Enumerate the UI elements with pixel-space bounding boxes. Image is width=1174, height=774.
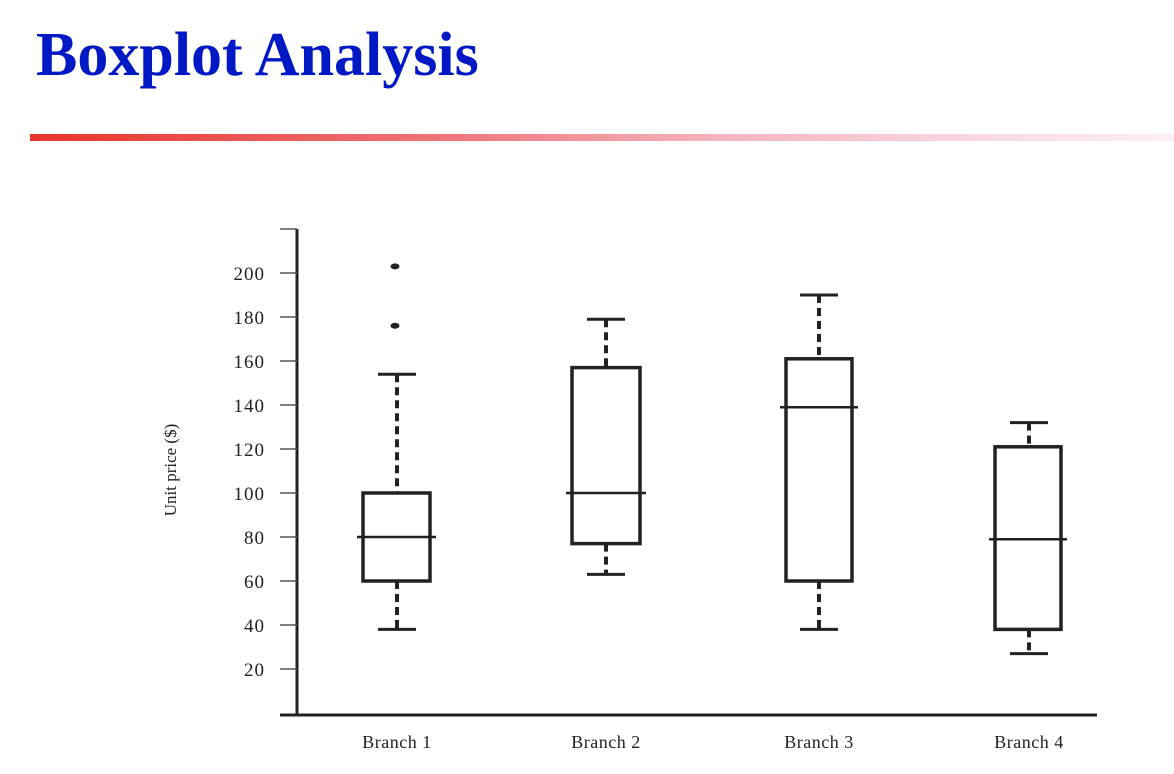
outlier-point	[390, 322, 400, 329]
y-tick-label: 40	[244, 616, 265, 637]
y-tick-label: 120	[234, 440, 266, 461]
y-axis-title: Unit price ($)	[161, 424, 180, 517]
y-axis: 20 40 60 80 100 120 140 160 180 200	[234, 228, 299, 716]
x-axis: Branch 1 Branch 2 Branch 3 Branch 4	[280, 713, 1097, 752]
box-branch-4	[989, 421, 1067, 656]
box-branch-1	[357, 263, 436, 631]
box-branch-2	[566, 317, 646, 576]
x-category-label: Branch 4	[994, 732, 1063, 752]
y-tick-label: 60	[244, 572, 265, 593]
y-tick-label: 160	[234, 352, 266, 373]
title-underline-rule	[30, 134, 1174, 141]
y-tick-label: 200	[234, 264, 266, 285]
y-tick-label: 20	[244, 660, 265, 681]
iqr-box	[570, 365, 642, 546]
x-category-label: Branch 3	[784, 732, 853, 752]
y-tick-label: 140	[234, 396, 266, 417]
x-category-label: Branch 1	[362, 732, 431, 752]
iqr-box	[784, 357, 854, 583]
slide-title: Boxplot Analysis	[36, 21, 479, 89]
boxplot-series	[357, 263, 1067, 656]
y-tick-label: 100	[234, 484, 266, 505]
y-tick-label: 180	[234, 308, 266, 329]
y-tick-label: 80	[244, 528, 265, 549]
outlier-point	[390, 263, 400, 270]
x-category-label: Branch 2	[571, 732, 640, 752]
box-branch-3	[780, 293, 858, 631]
